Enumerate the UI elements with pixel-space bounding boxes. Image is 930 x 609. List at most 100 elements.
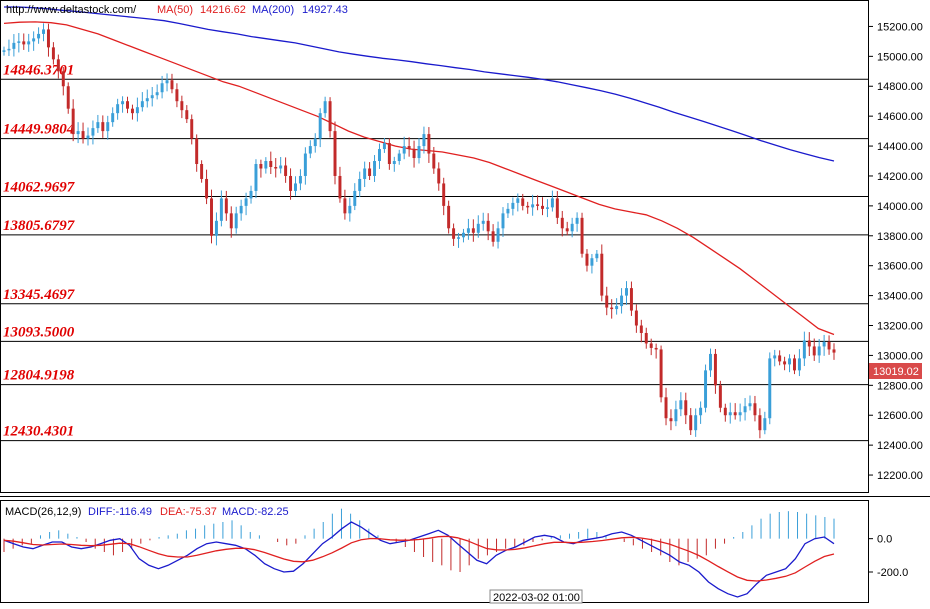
candle-body [506,208,510,214]
candle-body [501,213,505,229]
candle-body [432,153,436,169]
candle [758,408,762,439]
candle [615,298,619,315]
candle-body [76,131,80,135]
candle-body [422,134,426,147]
candle [7,39,11,57]
candle-body [106,122,110,132]
candle [471,219,475,242]
y-tick-label: 12600.00 [877,410,923,422]
candle-body [709,353,712,371]
candle [625,281,628,306]
candle [387,138,391,170]
macd-label: MACD(26,12,9) [5,506,81,518]
candle [585,249,589,272]
candle [42,23,46,42]
candle-body [195,138,199,165]
candle-body [516,198,520,203]
candle-body [545,207,549,209]
candle [521,193,525,211]
candle-body [37,33,41,39]
candle-body [348,205,352,214]
macd-histogram-value: MACD:-82.25 [222,506,289,518]
y-tick-label: 14400.00 [877,141,923,153]
candle-body [185,110,189,120]
candle-body [768,358,772,419]
candle [46,23,50,57]
candle-body [66,86,70,109]
candle [170,73,174,94]
candle [733,403,737,420]
candle [91,120,95,145]
candle-body [140,101,144,108]
candle [111,107,115,127]
macd-y-tick-label: -200.0 [877,567,908,579]
candle-body [42,29,46,34]
candle [373,155,377,182]
candle [570,217,574,238]
macd-dea-value: DEA:-75.37 [160,506,217,518]
candle [555,191,559,224]
candle-body [130,108,134,114]
candle [457,232,461,248]
candle-body [758,415,762,431]
candle [536,195,540,211]
candle-body [733,412,737,416]
candle-body [61,71,65,87]
candle [550,190,554,212]
candle [279,156,283,174]
candle [699,401,703,424]
candle-body [634,310,638,326]
candle-body [753,403,757,416]
candle [644,327,648,349]
candle-body [427,134,431,154]
candle-body [644,332,648,344]
y-tick-label: 12200.00 [877,470,923,482]
candle-body [259,164,263,169]
candle-body [32,38,36,42]
candle [560,210,564,237]
candle [452,223,456,246]
candle-body [91,128,95,136]
candle-body [417,146,421,159]
candle [610,299,614,319]
candle [753,395,757,422]
candle-body [565,228,569,232]
candle-body [377,149,381,162]
candle [501,207,505,237]
candle [2,46,6,56]
candle-body [373,161,377,176]
candle-body [214,220,218,236]
candle-body [832,349,836,353]
candle [224,190,228,221]
candle-body [600,253,604,296]
candle-body [521,198,525,206]
candle [674,400,678,427]
candle [466,218,470,240]
candle [259,159,263,178]
candle-body [802,340,806,359]
candle [71,99,75,142]
level-label: 13093.5000 [3,324,75,340]
candle-body [2,50,6,52]
candle-body [407,146,411,150]
candle-body [560,217,564,229]
candle [817,338,821,363]
candle-body [17,41,21,43]
candle [165,73,169,92]
candle [629,281,633,316]
candle-body [210,198,213,236]
candle [234,206,238,234]
candle-body [244,198,248,206]
candle-body [175,89,179,102]
y-tick-label: 14600.00 [877,111,923,123]
candle [802,331,806,367]
candle [595,249,599,262]
candle-body [511,202,515,209]
candle-body [170,80,174,90]
y-tick-label: 13800.00 [877,231,923,243]
candle-body [575,217,579,224]
candle-body [308,146,312,154]
y-tick-label: 14000.00 [877,201,923,213]
candle-body [442,183,446,206]
